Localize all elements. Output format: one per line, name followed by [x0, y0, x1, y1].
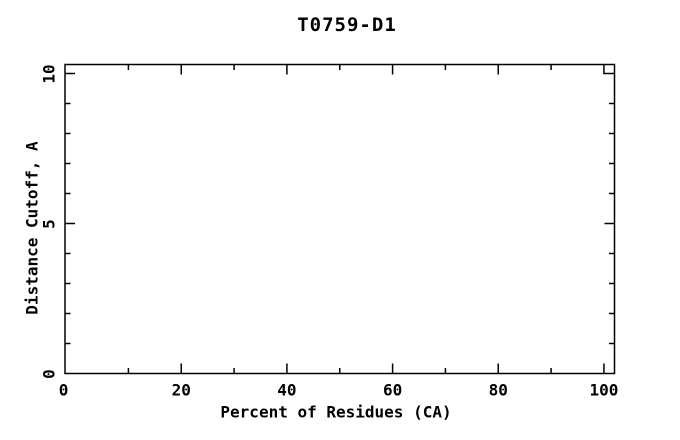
x-tick-label: 20 — [171, 380, 191, 400]
y-tick-label: 10 — [39, 63, 59, 84]
x-tick-label: 60 — [382, 380, 403, 400]
x-tick-label: 100 — [589, 380, 619, 400]
y-tick-label: 5 — [39, 218, 59, 229]
x-tick-label: 80 — [488, 380, 508, 400]
x-tick-label: 0 — [58, 380, 69, 400]
plot-frame — [64, 63, 616, 375]
model-step-trace — [603, 64, 615, 75]
y-tick-label: 0 — [39, 368, 59, 379]
x-tick-label: 40 — [277, 380, 297, 400]
x-axis-title: Percent of Residues (CA) — [220, 402, 452, 422]
chart-title: T0759-D1 — [297, 14, 397, 36]
